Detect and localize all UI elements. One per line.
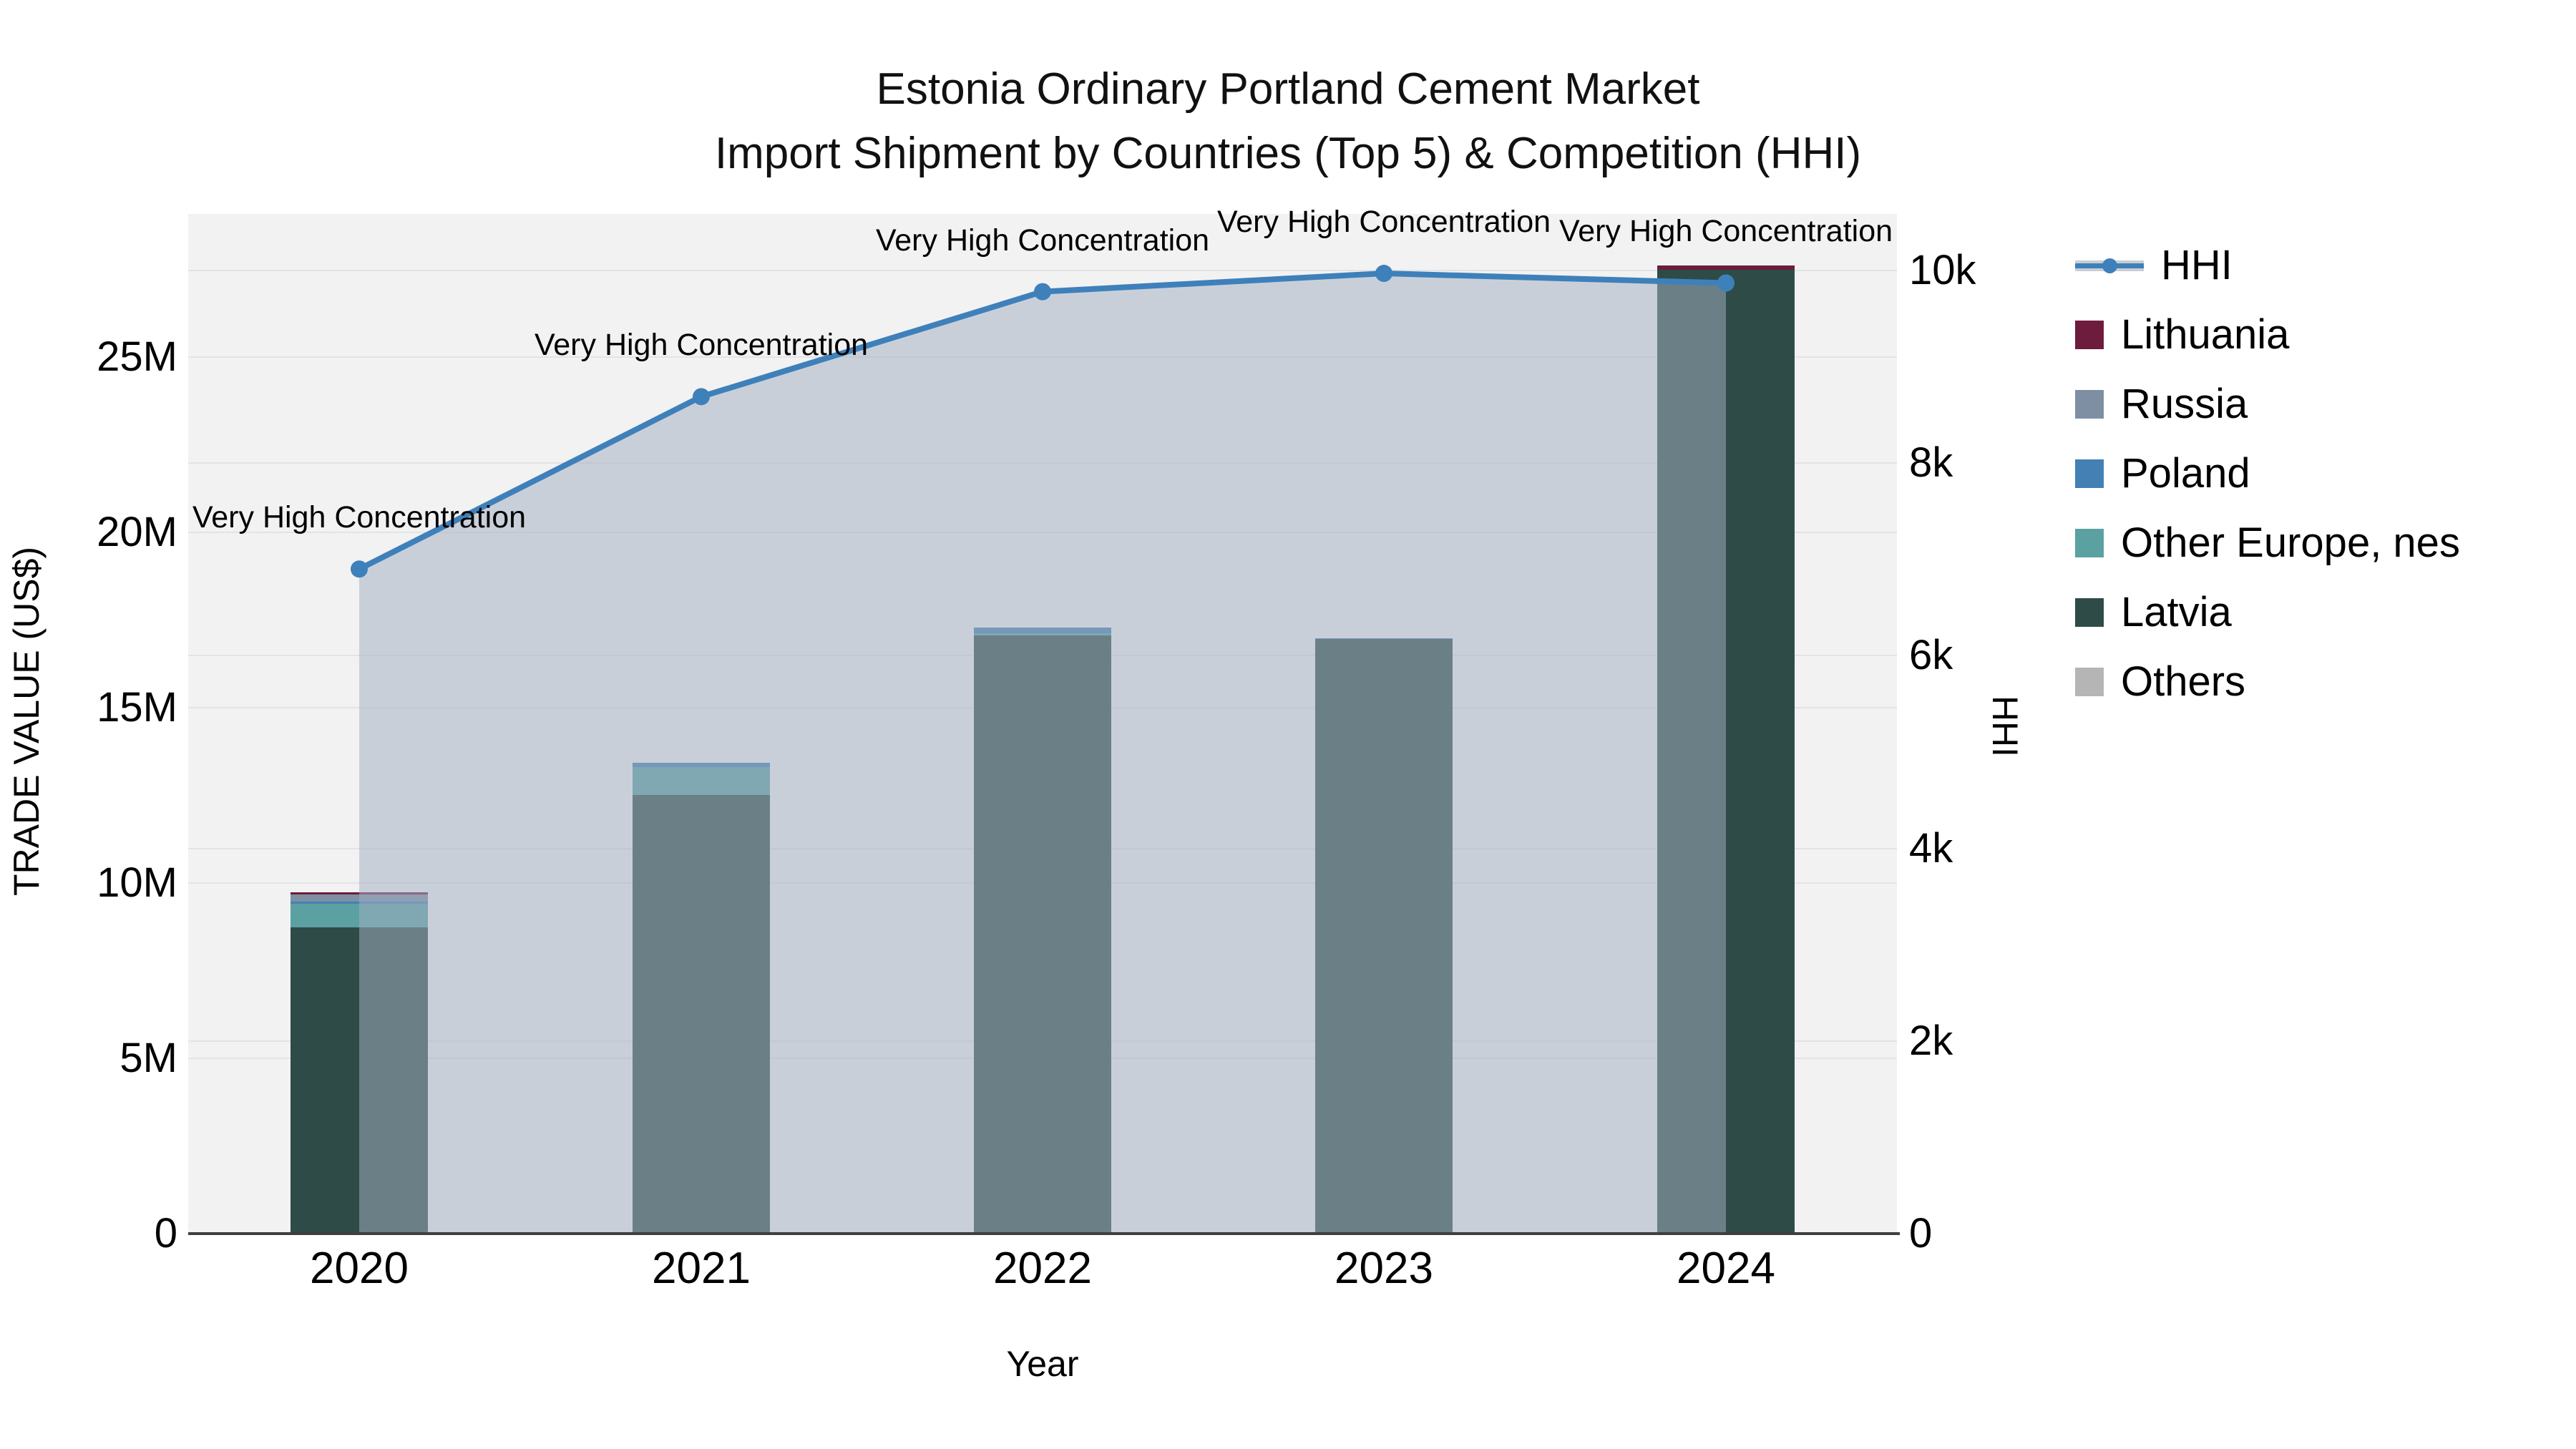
x-tick-label-2020: 2020	[310, 1244, 409, 1293]
y-left-tick-label-15M: 15M	[97, 684, 177, 731]
y-right-tick-label-6k: 6k	[1909, 632, 1953, 679]
y-left-tick-label-20M: 20M	[97, 509, 177, 555]
hhi-overlay	[351, 265, 1735, 1234]
y-right-tick-label-4k: 4k	[1909, 824, 1953, 872]
plot-area	[188, 214, 1897, 1234]
x-tick-label-2021: 2021	[652, 1244, 751, 1293]
legend-item-other-europe-nes[interactable]: Other Europe, nes	[2075, 508, 2460, 577]
legend-item-russia[interactable]: Russia	[2075, 369, 2248, 439]
y-right-tick-label-10k: 10k	[1909, 247, 1976, 293]
chart-title-line-1: Estonia Ordinary Portland Cement Market	[876, 64, 1700, 114]
hhi-marker-2020	[351, 560, 368, 578]
x-tick-label-2024: 2024	[1677, 1244, 1775, 1293]
legend-swatch-poland	[2075, 459, 2104, 488]
legend-item-latvia[interactable]: Latvia	[2075, 577, 2232, 647]
legend-item-lithuania[interactable]: Lithuania	[2075, 300, 2289, 369]
legend-swatch-russia	[2075, 389, 2104, 419]
y-left-tick-label-10M: 10M	[97, 859, 177, 906]
legend-label-hhi: HHI	[2161, 241, 2233, 288]
legend-swatch-other-europe-nes	[2075, 528, 2104, 557]
x-tick-label-2022: 2022	[993, 1244, 1092, 1293]
legend-item-poland[interactable]: Poland	[2075, 439, 2250, 508]
y-right-axis-title: HHI	[1985, 695, 2025, 758]
hhi-area-fill	[359, 273, 1726, 1234]
y-left-tick-label-25M: 25M	[97, 333, 177, 380]
legend-label-poland: Poland	[2121, 449, 2250, 497]
legend-label-others: Others	[2121, 658, 2246, 705]
annotation-2024: Very High Concentration	[1558, 214, 1893, 249]
y-right-tick-label-0: 0	[1909, 1210, 1933, 1257]
gridline-right-10000	[188, 270, 1897, 271]
annotation-2022: Very High Concentration	[875, 223, 1210, 258]
y-right-tick-label-8k: 8k	[1909, 439, 1953, 487]
legend-swatch-latvia	[2075, 597, 2104, 627]
x-tick-label-2023: 2023	[1335, 1244, 1433, 1293]
legend-label-russia: Russia	[2121, 380, 2248, 427]
x-axis-line	[188, 1232, 1900, 1235]
legend-swatch-others	[2075, 667, 2104, 696]
bar-segment-lithuania-2024	[1657, 265, 1795, 270]
legend-item-hhi[interactable]: HHI	[2075, 230, 2233, 300]
y-right-tick-label-2k: 2k	[1909, 1017, 1953, 1064]
y-left-tick-label-0: 0	[154, 1210, 177, 1257]
hhi-legend-marker	[2102, 258, 2117, 273]
hhi-marker-2022	[1034, 283, 1051, 301]
legend-item-others[interactable]: Others	[2075, 647, 2245, 716]
annotation-2021: Very High Concentration	[534, 328, 869, 363]
hhi-marker-2021	[693, 388, 710, 406]
annotation-2023: Very High Concentration	[1216, 205, 1551, 240]
legend-swatch-lithuania	[2075, 320, 2104, 349]
hhi-marker-2023	[1375, 265, 1392, 283]
legend-label-other-europe-nes: Other Europe, nes	[2121, 519, 2460, 566]
legend-label-latvia: Latvia	[2121, 588, 2232, 635]
hhi-legend-icon	[2075, 251, 2144, 280]
hhi-marker-2024	[1717, 274, 1735, 292]
legend-label-lithuania: Lithuania	[2121, 311, 2290, 358]
chart-title-line-2: Import Shipment by Countries (Top 5) & C…	[714, 129, 1862, 178]
y-left-tick-label-5M: 5M	[119, 1035, 177, 1081]
x-axis-title: Year	[1006, 1344, 1079, 1384]
y-left-axis-title: TRADE VALUE (US$)	[6, 546, 47, 897]
annotation-2020: Very High Concentration	[192, 500, 527, 535]
